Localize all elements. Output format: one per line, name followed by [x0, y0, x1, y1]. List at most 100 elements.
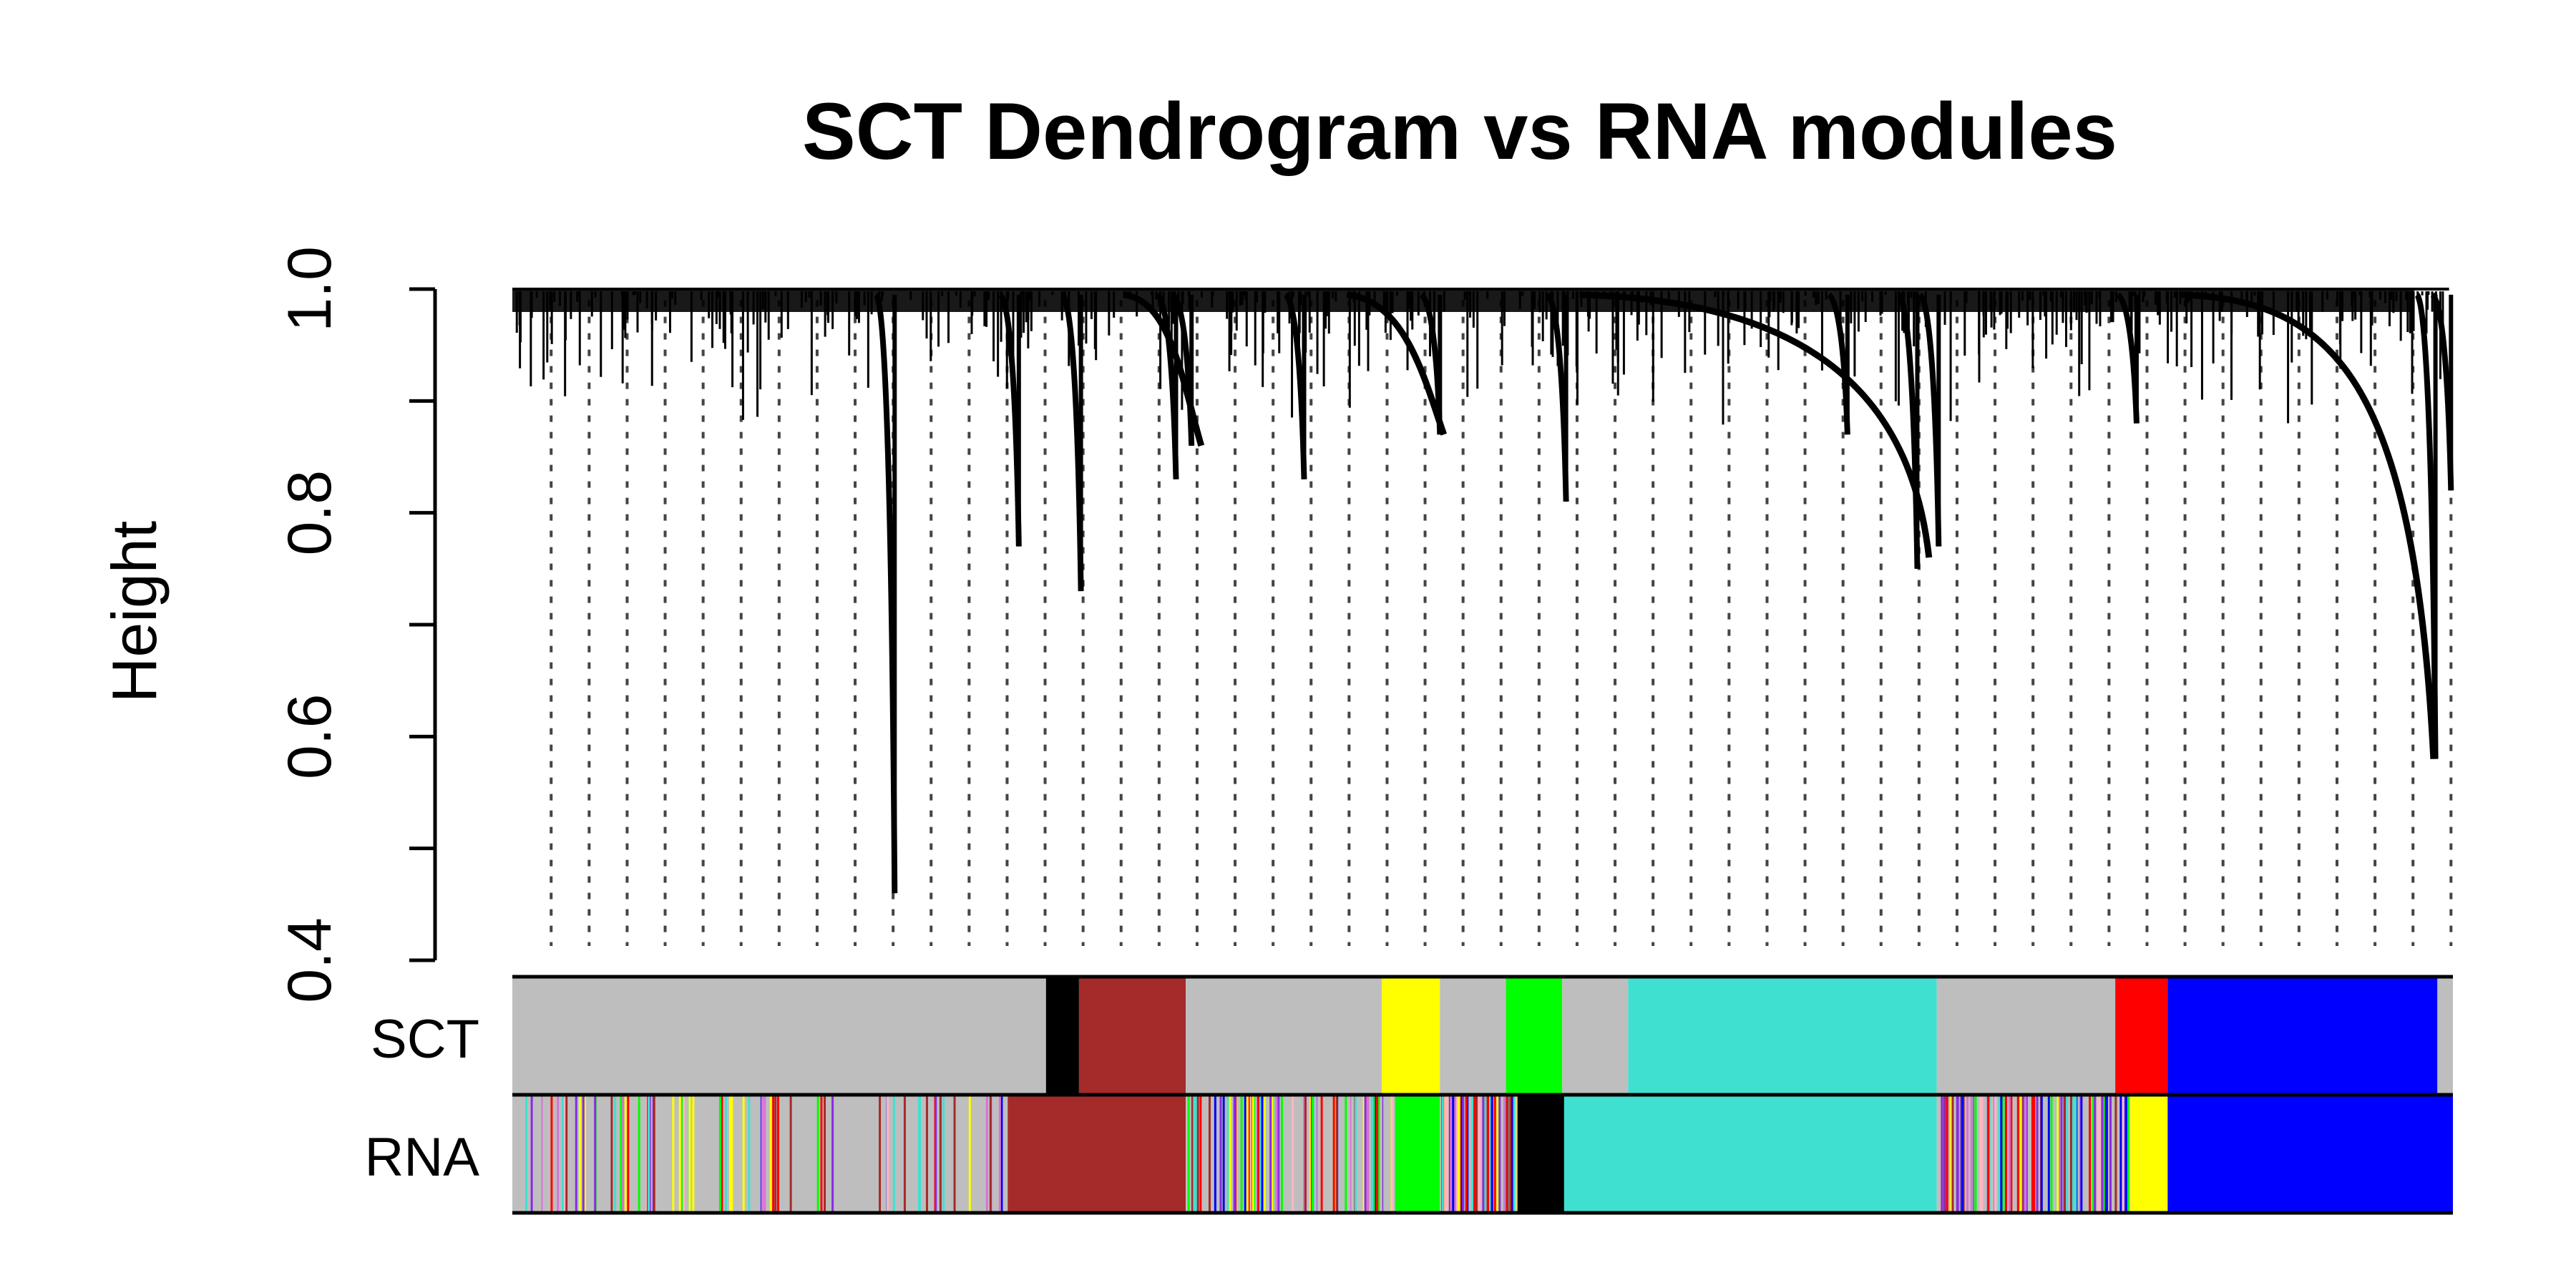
module-stripe	[1304, 1095, 1307, 1213]
module-stripe	[1468, 1095, 1471, 1213]
module-stripe	[1496, 1095, 1499, 1213]
module-stripe	[2124, 1095, 2127, 1213]
module-segment-grey	[2437, 977, 2453, 1095]
module-segment-brown	[1078, 977, 1186, 1095]
module-stripe	[2008, 1095, 2011, 1213]
module-stripe	[2024, 1095, 2027, 1213]
module-segment-yellow	[1381, 977, 1440, 1095]
module-stripe	[2060, 1095, 2063, 1213]
module-stripe	[1349, 1095, 1352, 1213]
module-segment-grey	[1186, 977, 1382, 1095]
module-stripe	[824, 1095, 826, 1213]
y-tick-label: 1.0	[275, 246, 344, 332]
module-stripe	[2057, 1095, 2059, 1213]
module-stripe	[2007, 1095, 2010, 1213]
module-stripe	[1956, 1095, 1959, 1213]
module-segment-green	[1506, 977, 1563, 1095]
module-stripe	[935, 1095, 937, 1213]
module-stripe	[2114, 1095, 2117, 1213]
module-stripe	[1452, 1095, 1455, 1213]
module-segment-grey	[1936, 977, 2116, 1095]
module-segment-yellow	[2129, 1095, 2168, 1213]
module-stripe	[1458, 1095, 1460, 1213]
module-stripe	[903, 1095, 906, 1213]
module-stripe	[1505, 1095, 1508, 1213]
module-stripe	[2080, 1095, 2083, 1213]
module-stripe	[1941, 1095, 1943, 1213]
module-stripe	[1187, 1095, 1190, 1213]
module-stripe	[789, 1095, 792, 1213]
module-stripe	[2025, 1095, 2028, 1213]
dendrogram-merge-curve	[1579, 291, 1933, 558]
module-stripe	[2004, 1095, 2007, 1213]
module-stripe	[1946, 1095, 1948, 1213]
module-stripe	[733, 1095, 736, 1213]
module-stripe	[1269, 1095, 1272, 1213]
module-stripe	[1355, 1095, 1357, 1213]
module-stripe	[570, 1095, 572, 1213]
module-stripe	[1263, 1095, 1266, 1213]
module-stripe	[1506, 1095, 1509, 1213]
module-stripe	[1277, 1095, 1280, 1213]
module-stripe	[2094, 1095, 2097, 1213]
module-stripe	[530, 1095, 533, 1213]
module-stripe	[942, 1095, 945, 1213]
module-stripe	[787, 1095, 790, 1213]
module-stripe	[1191, 1095, 1194, 1213]
module-stripe	[1395, 1095, 1397, 1213]
module-stripe	[1370, 1095, 1373, 1213]
module-stripe	[1493, 1095, 1496, 1213]
module-stripe	[1960, 1095, 1963, 1213]
module-stripe	[1211, 1095, 1214, 1213]
module-stripe	[624, 1095, 627, 1213]
module-stripe	[1500, 1095, 1503, 1213]
module-color-rows: SCT RNA	[365, 975, 2453, 1215]
module-stripe	[998, 1095, 1001, 1213]
module-stripe	[575, 1095, 577, 1213]
module-stripe	[1233, 1095, 1236, 1213]
module-stripe	[2092, 1095, 2094, 1213]
module-stripe	[879, 1095, 882, 1213]
module-stripe	[1236, 1095, 1239, 1213]
module-stripe	[742, 1095, 745, 1213]
module-stripe	[1292, 1095, 1294, 1213]
module-stripe	[1509, 1095, 1512, 1213]
module-stripe	[2104, 1095, 2107, 1213]
module-stripe	[1480, 1095, 1483, 1213]
module-stripe	[1275, 1095, 1278, 1213]
module-stripe	[1280, 1095, 1283, 1213]
module-stripe	[1204, 1095, 1206, 1213]
module-stripe	[1303, 1095, 1306, 1213]
module-stripe	[1467, 1095, 1470, 1213]
module-stripe	[1513, 1095, 1516, 1213]
module-stripe	[1377, 1095, 1380, 1213]
module-stripe	[638, 1095, 640, 1213]
module-stripe	[887, 1095, 889, 1213]
module-stripe	[1460, 1095, 1463, 1213]
module-stripe	[2102, 1095, 2105, 1213]
module-stripe	[1364, 1095, 1367, 1213]
y-axis-label: Height	[99, 521, 170, 703]
module-stripe	[1994, 1095, 1997, 1213]
module-stripe	[1347, 1095, 1350, 1213]
module-stripe	[2105, 1095, 2108, 1213]
module-stripe	[989, 1095, 992, 1213]
module-stripe	[583, 1095, 586, 1213]
module-stripe	[594, 1095, 597, 1213]
module-stripe	[831, 1095, 834, 1213]
module-segment-grey	[512, 977, 1046, 1095]
module-stripe	[1317, 1095, 1319, 1213]
module-segment-mixed	[512, 1095, 1008, 1213]
module-stripe	[1334, 1095, 1337, 1213]
module-stripe	[1450, 1095, 1453, 1213]
module-stripe	[2019, 1095, 2022, 1213]
module-segment-blue	[2167, 1095, 2453, 1213]
module-stripe	[1471, 1095, 1474, 1213]
module-stripe	[2010, 1095, 2013, 1213]
module-stripe	[820, 1095, 823, 1213]
module-stripe	[1473, 1095, 1476, 1213]
module-stripe	[1475, 1095, 1478, 1213]
module-stripe	[2079, 1095, 2082, 1213]
module-stripe	[1459, 1095, 1462, 1213]
